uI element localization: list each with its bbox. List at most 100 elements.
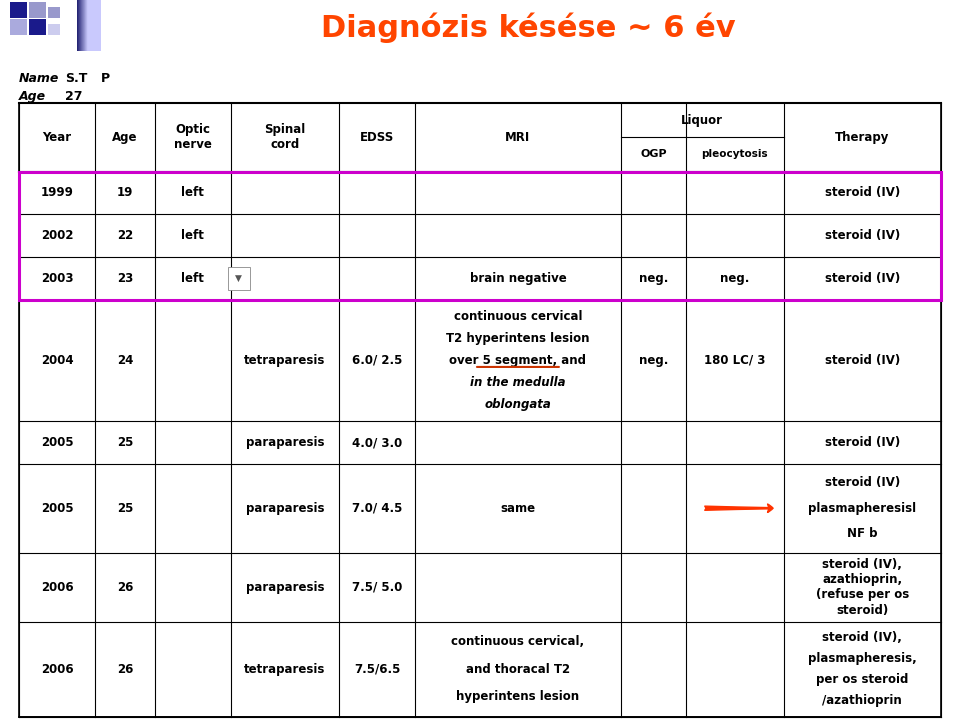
Bar — [85, 0, 99, 51]
Bar — [86, 0, 100, 51]
Text: and thoracal T2: and thoracal T2 — [466, 662, 570, 675]
Bar — [81, 0, 94, 51]
Bar — [87, 0, 100, 51]
Text: 2005: 2005 — [41, 436, 74, 449]
Text: 7.0/ 4.5: 7.0/ 4.5 — [351, 502, 402, 515]
Text: per os steroid: per os steroid — [816, 673, 908, 686]
Bar — [86, 0, 99, 51]
Bar — [83, 0, 95, 51]
Text: ▼: ▼ — [235, 274, 242, 283]
Text: S.T: S.T — [65, 72, 87, 85]
Bar — [79, 0, 91, 51]
Bar — [84, 0, 97, 51]
Text: continuous cervical: continuous cervical — [454, 310, 582, 323]
Bar — [84, 0, 96, 51]
Text: over 5 segment, and: over 5 segment, and — [449, 354, 587, 367]
Bar — [78, 0, 91, 51]
Bar — [80, 0, 93, 51]
Text: EDSS: EDSS — [360, 131, 395, 143]
Text: 2006: 2006 — [41, 662, 74, 675]
Bar — [77, 0, 90, 51]
Text: 22: 22 — [117, 229, 133, 242]
Bar — [79, 0, 92, 51]
Text: 27: 27 — [65, 90, 83, 103]
Text: Optic
nerve: Optic nerve — [174, 123, 211, 151]
Text: 180 LC/ 3: 180 LC/ 3 — [704, 354, 765, 367]
Text: same: same — [500, 502, 536, 515]
Bar — [86, 0, 99, 51]
Bar — [82, 0, 94, 51]
Text: steroid): steroid) — [836, 604, 888, 617]
Text: 2003: 2003 — [41, 272, 73, 285]
Bar — [87, 0, 100, 51]
Text: 4.0/ 3.0: 4.0/ 3.0 — [352, 436, 402, 449]
Bar — [82, 0, 95, 51]
Bar — [78, 0, 91, 51]
Text: steroid (IV),: steroid (IV), — [823, 631, 902, 644]
Bar — [86, 0, 100, 51]
Bar — [87, 0, 101, 51]
Text: 25: 25 — [117, 502, 133, 515]
Bar — [19, 103, 941, 717]
Bar — [84, 0, 97, 51]
Text: NF b: NF b — [847, 527, 877, 540]
Text: neg.: neg. — [638, 272, 668, 285]
Text: 2005: 2005 — [41, 502, 74, 515]
Text: paraparesis: paraparesis — [246, 502, 324, 515]
Bar — [82, 0, 94, 51]
Bar — [85, 0, 98, 51]
Text: in the medulla: in the medulla — [470, 376, 565, 389]
Text: left: left — [181, 187, 204, 199]
Bar — [87, 0, 101, 51]
Bar — [84, 0, 97, 51]
Text: (refuse per os: (refuse per os — [816, 588, 909, 601]
Text: plasmapheresis,: plasmapheresis, — [807, 652, 917, 665]
Text: 7.5/ 5.0: 7.5/ 5.0 — [351, 581, 402, 594]
Bar — [77, 0, 90, 51]
Text: 23: 23 — [117, 272, 133, 285]
Text: Age: Age — [112, 131, 137, 143]
Text: hyperintens lesion: hyperintens lesion — [456, 690, 580, 703]
Bar — [85, 0, 98, 51]
Bar — [84, 0, 97, 51]
Bar — [82, 0, 95, 51]
Bar — [77, 0, 90, 51]
Bar — [83, 0, 96, 51]
Bar — [78, 0, 91, 51]
Bar — [85, 0, 99, 51]
Text: plasmapheresisl: plasmapheresisl — [808, 502, 916, 515]
Text: azathioprin,: azathioprin, — [822, 573, 902, 586]
Bar — [78, 0, 90, 51]
Bar — [84, 0, 98, 51]
Bar — [81, 0, 93, 51]
Bar — [78, 0, 90, 51]
Text: paraparesis: paraparesis — [246, 581, 324, 594]
Text: pleocytosis: pleocytosis — [702, 149, 768, 159]
Bar — [79, 0, 92, 51]
Bar — [29, 19, 46, 35]
Bar — [84, 0, 98, 51]
Text: 6.0/ 2.5: 6.0/ 2.5 — [351, 354, 402, 367]
Text: steroid (IV): steroid (IV) — [825, 476, 900, 489]
Bar — [82, 0, 95, 51]
Bar — [81, 0, 93, 51]
Bar — [48, 24, 60, 35]
Bar — [83, 0, 96, 51]
Text: Name: Name — [19, 72, 60, 85]
Bar — [84, 0, 98, 51]
Bar — [86, 0, 99, 51]
Text: paraparesis: paraparesis — [246, 436, 324, 449]
Bar — [84, 0, 97, 51]
Text: 1999: 1999 — [40, 187, 74, 199]
Bar — [80, 0, 93, 51]
Bar — [82, 0, 94, 51]
Bar — [82, 0, 95, 51]
Bar — [81, 0, 94, 51]
Text: tetraparesis: tetraparesis — [244, 354, 325, 367]
Text: T2 hyperintens lesion: T2 hyperintens lesion — [446, 332, 589, 345]
Bar — [85, 0, 99, 51]
Text: 19: 19 — [117, 187, 133, 199]
Bar — [83, 0, 96, 51]
Bar — [87, 0, 100, 51]
Text: Age: Age — [19, 90, 46, 103]
